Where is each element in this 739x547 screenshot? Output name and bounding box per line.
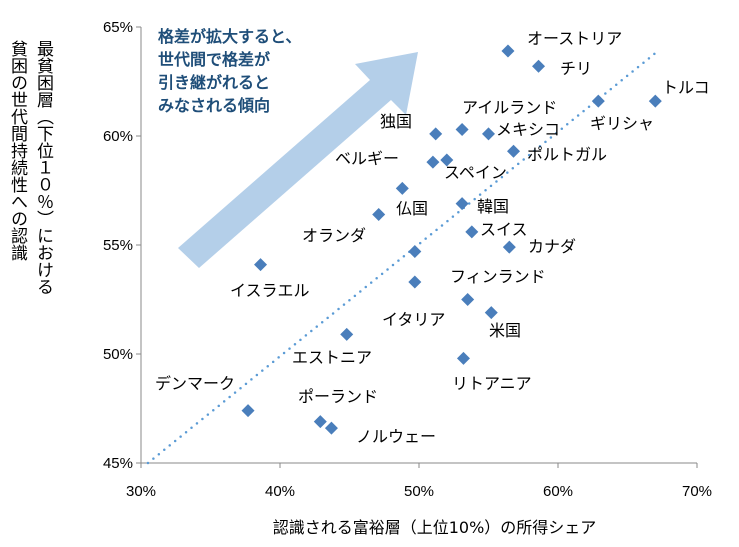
data-label: 独国 xyxy=(380,112,412,131)
y-tick-label: 50% xyxy=(103,346,133,363)
data-point xyxy=(408,245,422,259)
data-point xyxy=(429,127,443,141)
data-label: リトアニア xyxy=(452,374,532,393)
x-tick-label: 30% xyxy=(126,483,156,500)
data-label: ポーランド xyxy=(298,387,378,406)
data-label: スペイン xyxy=(444,163,507,182)
data-label: チリ xyxy=(560,59,592,78)
data-point xyxy=(501,44,515,58)
x-tick-label: 40% xyxy=(265,483,295,500)
annotation-line: 世代間で格差が xyxy=(158,50,271,69)
y-tick-label: 65% xyxy=(103,19,133,36)
data-label: ベルギー xyxy=(335,149,399,168)
data-point xyxy=(408,275,422,289)
annotation: 格差が拡大すると、 世代間で格差が 引き継がれると みなされる傾向 xyxy=(158,25,301,117)
y-axis-label-line: 最貧困層（下位１０％）における xyxy=(33,40,53,295)
x-tick-label: 70% xyxy=(682,483,712,500)
data-point xyxy=(532,59,546,73)
data-label: エストニア xyxy=(292,348,372,367)
annotation-line: 引き継がれると xyxy=(158,73,271,92)
data-label: オランダ xyxy=(302,226,366,245)
data-point xyxy=(372,207,386,221)
x-axis-label: 認識される富裕層（上位10%）の所得シェア xyxy=(272,518,597,537)
data-label: デンマーク xyxy=(155,374,235,393)
data-point xyxy=(426,155,440,169)
data-label: ポルトガル xyxy=(527,145,607,164)
data-label: 仏国 xyxy=(396,199,428,218)
data-label: 米国 xyxy=(489,321,521,340)
annotation-line: 格差が拡大すると、 xyxy=(158,27,302,46)
data-label: カナダ xyxy=(528,237,576,256)
data-point xyxy=(461,293,475,306)
data-point xyxy=(241,404,255,418)
y-axis-label-line: 貧困の世代間持続性への認識 xyxy=(7,40,27,261)
data-label: スイス xyxy=(480,220,528,239)
data-point xyxy=(313,415,327,429)
data-label: トルコ xyxy=(662,78,710,97)
y-tick-label: 60% xyxy=(103,128,133,145)
data-point xyxy=(648,94,662,108)
data-point xyxy=(591,94,605,108)
data-point xyxy=(395,181,409,195)
x-tick-label: 60% xyxy=(543,483,573,500)
data-label: メキシコ xyxy=(496,120,560,139)
data-point xyxy=(465,225,479,239)
x-tick-label: 50% xyxy=(404,483,434,500)
data-point xyxy=(502,240,516,254)
data-point xyxy=(440,153,454,167)
annotation-line: みなされる傾向 xyxy=(158,96,271,115)
y-tick-label: 55% xyxy=(103,237,133,254)
data-label: イスラエル xyxy=(230,281,310,300)
data-point xyxy=(482,127,495,141)
data-point xyxy=(455,197,469,211)
data-label: オーストリア xyxy=(527,29,622,48)
data-point xyxy=(456,351,470,365)
data-point xyxy=(484,306,498,320)
y-tick-label: 45% xyxy=(103,455,133,472)
data-label: イタリア xyxy=(382,310,445,329)
trend-arrow-icon xyxy=(178,52,418,268)
data-point xyxy=(324,421,338,435)
y-axis-label: 最貧困層（下位１０％）における 貧困の世代間持続性への認識 xyxy=(4,40,56,440)
data-point xyxy=(340,327,354,341)
data-point xyxy=(507,144,521,158)
data-point xyxy=(254,258,268,272)
data-label: ギリシャ xyxy=(590,114,654,133)
data-label: フィンランド xyxy=(450,267,546,286)
data-label: アイルランド xyxy=(462,98,557,117)
data-label: 韓国 xyxy=(477,197,509,216)
data-label: ノルウェー xyxy=(356,427,436,446)
data-point xyxy=(455,122,469,136)
